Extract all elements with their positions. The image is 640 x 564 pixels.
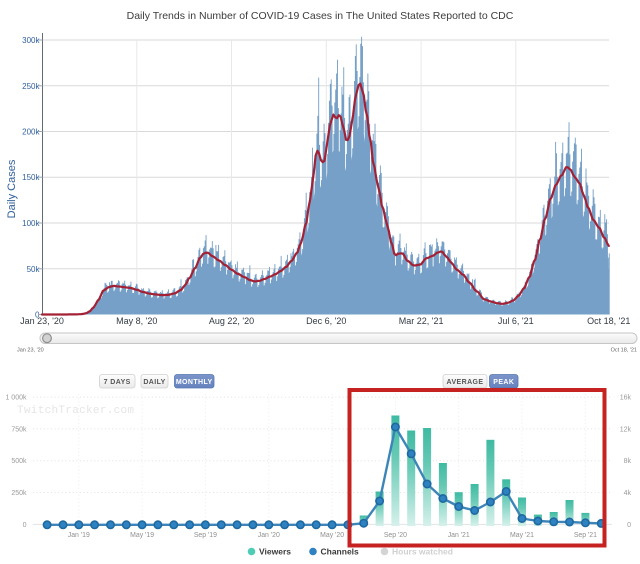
svg-text:12k: 12k xyxy=(620,426,632,433)
svg-text:150k: 150k xyxy=(22,173,40,182)
svg-text:Jan 23, '20: Jan 23, '20 xyxy=(17,348,44,354)
svg-text:Jan 23, '20: Jan 23, '20 xyxy=(20,316,64,326)
svg-text:0: 0 xyxy=(35,311,40,320)
svg-text:Jan '19: Jan '19 xyxy=(68,532,90,539)
svg-text:8k: 8k xyxy=(624,458,632,465)
svg-text:Jan '21: Jan '21 xyxy=(448,532,470,539)
svg-text:Hours watched: Hours watched xyxy=(392,547,453,557)
svg-text:Sep '21: Sep '21 xyxy=(574,532,597,539)
svg-text:May '21: May '21 xyxy=(510,532,534,539)
svg-text:May '20: May '20 xyxy=(320,532,344,539)
svg-text:Viewers: Viewers xyxy=(259,547,291,557)
svg-text:200k: 200k xyxy=(22,128,40,137)
svg-text:Daily Cases: Daily Cases xyxy=(6,159,18,218)
svg-text:750k: 750k xyxy=(11,426,27,433)
svg-text:Sep '19: Sep '19 xyxy=(194,532,217,539)
svg-text:DAILY: DAILY xyxy=(143,379,165,386)
svg-text:0: 0 xyxy=(23,522,27,529)
svg-text:Oct 18, '21: Oct 18, '21 xyxy=(587,316,630,326)
svg-text:May '19: May '19 xyxy=(130,532,154,539)
svg-text:Mar 22, '21: Mar 22, '21 xyxy=(399,316,444,326)
svg-text:300k: 300k xyxy=(22,36,40,45)
svg-text:MONTHLY: MONTHLY xyxy=(176,379,213,386)
svg-text:Jul 6, '21: Jul 6, '21 xyxy=(498,316,534,326)
svg-text:100k: 100k xyxy=(22,219,40,228)
svg-text:0: 0 xyxy=(627,522,631,529)
svg-text:500k: 500k xyxy=(11,458,27,465)
svg-text:AVERAGE: AVERAGE xyxy=(447,379,484,386)
svg-text:1 000k: 1 000k xyxy=(5,395,27,402)
svg-text:Jan '20: Jan '20 xyxy=(258,532,280,539)
svg-text:4k: 4k xyxy=(624,490,632,497)
svg-text:250k: 250k xyxy=(11,490,27,497)
svg-text:7 DAYS: 7 DAYS xyxy=(104,379,131,386)
svg-text:Aug 22, '20: Aug 22, '20 xyxy=(209,316,254,326)
svg-text:PEAK: PEAK xyxy=(493,379,514,386)
svg-text:Daily Trends in Number of COVI: Daily Trends in Number of COVID-19 Cases… xyxy=(127,10,514,22)
svg-text:16k: 16k xyxy=(620,395,632,402)
svg-text:Channels: Channels xyxy=(321,547,360,557)
svg-text:Oct 18, '21: Oct 18, '21 xyxy=(611,348,637,354)
svg-text:Sep '20: Sep '20 xyxy=(384,532,407,539)
svg-text:May 8, '20: May 8, '20 xyxy=(116,316,157,326)
svg-text:250k: 250k xyxy=(22,82,40,91)
svg-text:TwitchTracker.com: TwitchTracker.com xyxy=(17,405,134,417)
svg-text:Dec 6, '20: Dec 6, '20 xyxy=(306,316,346,326)
svg-text:50k: 50k xyxy=(27,265,41,274)
